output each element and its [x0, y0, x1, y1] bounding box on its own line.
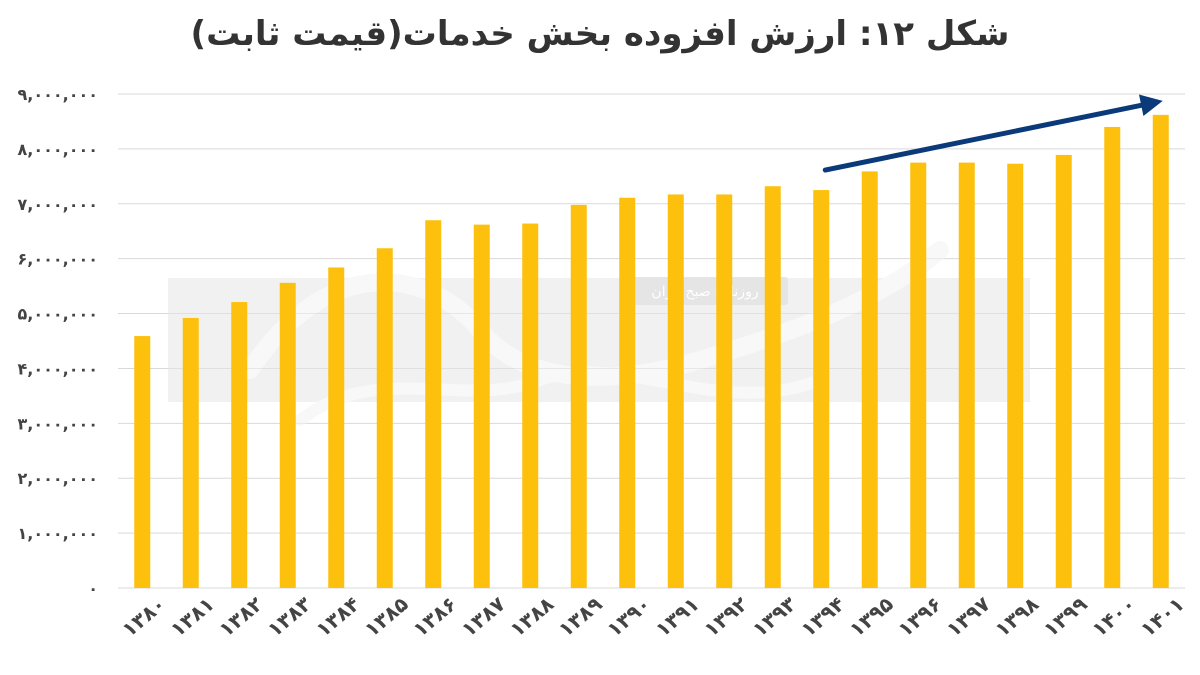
bar	[764, 186, 781, 589]
x-tick-label: ۱۳۹۶	[893, 592, 946, 642]
x-tick-label: ۱۳۸۳	[263, 592, 316, 642]
chart-title: شکل ۱۲: ارزش افزوده بخش خدمات(قیمت ثابت)	[190, 14, 1010, 54]
x-tick-label: ۱۳۸۹	[554, 592, 607, 642]
bar	[182, 317, 199, 588]
bar	[716, 194, 733, 589]
bar	[376, 248, 393, 588]
bar	[1007, 163, 1024, 588]
x-tick-label: ۱۳۹۷	[942, 592, 995, 642]
bars	[134, 114, 1169, 589]
bar	[861, 171, 878, 589]
bar	[619, 197, 636, 589]
y-tick-label: ۷,۰۰۰,۰۰۰	[17, 195, 98, 214]
bar	[328, 267, 345, 588]
x-tick-label: ۱۳۹۵	[845, 592, 898, 642]
y-tick-label: ۸,۰۰۰,۰۰۰	[17, 140, 98, 159]
x-tick-label: ۱۳۹۱	[651, 592, 704, 642]
bar	[522, 223, 539, 588]
bar	[958, 162, 975, 588]
y-tick-label: ۳,۰۰۰,۰۰۰	[17, 414, 98, 433]
bar	[910, 162, 927, 588]
x-tick-label: ۱۳۸۰	[117, 592, 170, 642]
bar	[231, 302, 248, 588]
x-tick-label: ۱۳۸۷	[457, 592, 510, 642]
watermark-label-box	[622, 277, 788, 305]
y-tick-label: ۱,۰۰۰,۰۰۰	[17, 524, 98, 543]
x-tick-label: ۱۳۸۴	[311, 592, 364, 642]
trend-arrow-shaft	[822, 102, 1144, 173]
bar	[473, 224, 490, 588]
x-tick-label: ۱۳۸۶	[408, 592, 461, 642]
x-tick-label: ۱۳۹۹	[1039, 592, 1092, 642]
watermark: روزنامه صبح ایران	[168, 241, 1030, 426]
bar	[813, 190, 830, 589]
x-tick-label: ۱۳۹۴	[796, 592, 849, 642]
bar	[1152, 114, 1169, 588]
bar	[570, 204, 587, 588]
y-tick-label: ۹,۰۰۰,۰۰۰	[17, 85, 98, 104]
bar	[1055, 154, 1072, 588]
x-tick-label: ۱۳۹۰	[602, 592, 655, 642]
y-tick-label: ۰	[88, 579, 98, 598]
x-tick-label: ۱۳۹۸	[990, 592, 1043, 642]
bar	[279, 282, 296, 588]
bar	[425, 220, 442, 588]
y-axis-ticks: ۰ ۱,۰۰۰,۰۰۰ ۲,۰۰۰,۰۰۰ ۳,۰۰۰,۰۰۰ ۴,۰۰۰,۰۰۰ ۵,۰…	[17, 85, 98, 598]
bar	[667, 194, 684, 589]
trend-arrow-head	[1138, 94, 1163, 117]
bar	[134, 336, 151, 588]
x-tick-label: ۱۳۹۳	[748, 592, 801, 642]
x-tick-label: ۱۴۰۰	[1087, 592, 1140, 642]
trend-arrow	[822, 94, 1163, 173]
x-tick-label: ۱۳۹۲	[699, 592, 752, 642]
y-tick-label: ۲,۰۰۰,۰۰۰	[17, 469, 98, 488]
x-tick-label: ۱۳۸۵	[360, 592, 413, 642]
x-tick-label: ۱۴۰۱	[1136, 592, 1189, 642]
bar	[1104, 126, 1121, 588]
y-tick-label: ۶,۰۰۰,۰۰۰	[17, 250, 98, 269]
y-tick-label: ۴,۰۰۰,۰۰۰	[17, 359, 98, 378]
watermark-text: روزنامه صبح ایران	[651, 284, 758, 300]
x-tick-label: ۱۳۸۱	[166, 592, 219, 642]
x-axis-ticks: ۱۳۸۰۱۳۸۱۱۳۸۲۱۳۸۳۱۳۸۴۱۳۸۵۱۳۸۶۱۳۸۷۱۳۸۸۱۳۸۹…	[117, 592, 1188, 642]
x-tick-label: ۱۳۸۲	[214, 592, 267, 642]
x-tick-label: ۱۳۸۸	[505, 592, 558, 642]
y-tick-label: ۵,۰۰۰,۰۰۰	[17, 305, 98, 324]
